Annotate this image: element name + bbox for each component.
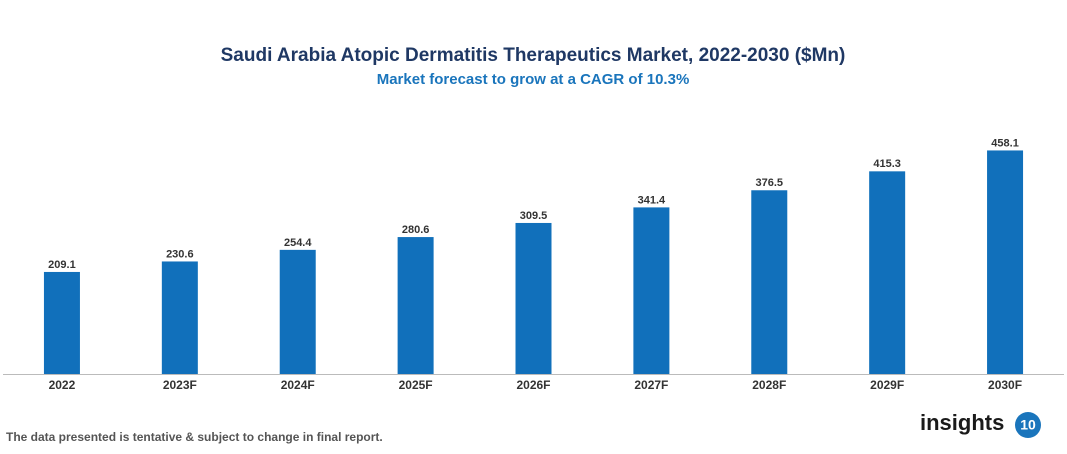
value-label: 415.3: [873, 158, 901, 170]
x-tick-label: 2027F: [634, 378, 668, 392]
chart-title: Saudi Arabia Atopic Dermatitis Therapeut…: [221, 45, 846, 66]
bar: [751, 190, 788, 374]
value-label: 209.1: [48, 259, 76, 271]
x-tick-label: 2024F: [281, 378, 315, 392]
bar: [161, 261, 198, 374]
x-tick-label: 2030F: [988, 378, 1022, 392]
value-label: 376.5: [756, 177, 784, 189]
value-label: 341.4: [638, 194, 666, 206]
x-tick-label: 2022: [49, 378, 76, 392]
value-label: 309.5: [520, 210, 548, 222]
bar: [397, 237, 434, 374]
x-tick-label: 2028F: [752, 378, 786, 392]
value-label: 458.1: [991, 137, 1019, 149]
bar: [515, 222, 552, 374]
logo-text: insights: [920, 410, 1004, 435]
x-tick-label: 2023F: [163, 378, 197, 392]
logo-badge-text: 10: [1020, 417, 1036, 433]
x-tick-label: 2025F: [399, 378, 433, 392]
value-label: 280.6: [402, 224, 430, 236]
logo-badge: [1015, 412, 1041, 438]
bar: [633, 207, 670, 374]
footer-note: The data presented is tentative & subjec…: [6, 430, 383, 444]
value-label: 230.6: [166, 248, 194, 260]
bar: [869, 171, 906, 374]
x-tick-label: 2026F: [516, 378, 550, 392]
bar: [43, 271, 80, 374]
chart-subtitle: Market forecast to grow at a CAGR of 10.…: [377, 71, 690, 88]
logo: insights 10: [920, 410, 1041, 438]
value-label: 254.4: [284, 237, 312, 249]
bar: [987, 150, 1024, 374]
x-tick-label: 2029F: [870, 378, 904, 392]
bar: [279, 249, 316, 374]
